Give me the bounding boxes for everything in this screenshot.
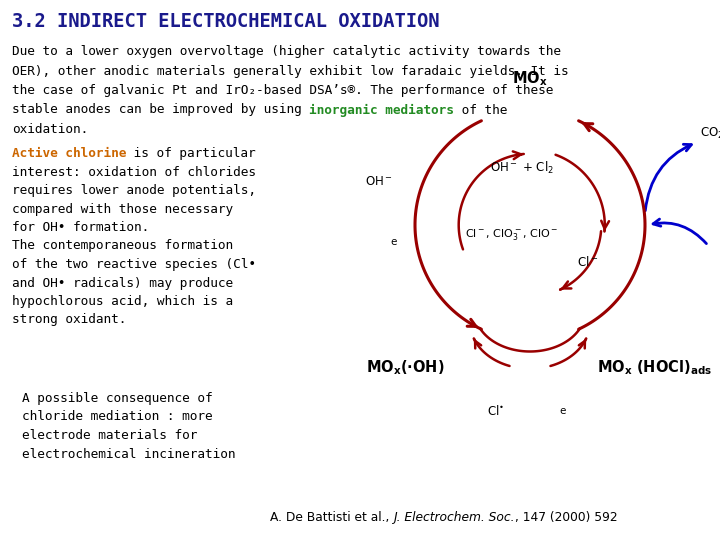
Text: Cl$^-$, ClO$_3^-$, ClO$^-$: Cl$^-$, ClO$_3^-$, ClO$^-$ xyxy=(465,227,559,242)
Text: 3.2 INDIRECT ELECTROCHEMICAL OXIDATION: 3.2 INDIRECT ELECTROCHEMICAL OXIDATION xyxy=(12,12,439,31)
Text: , 147 (2000) 592: , 147 (2000) 592 xyxy=(515,511,617,524)
Text: J. Electrochem. Soc.: J. Electrochem. Soc. xyxy=(393,511,515,524)
Text: $\mathbf{MO_x}$ $\mathbf{(HOCl)_{ads}}$: $\mathbf{MO_x}$ $\mathbf{(HOCl)_{ads}}$ xyxy=(598,358,713,377)
Text: chloride mediation : more: chloride mediation : more xyxy=(22,410,212,423)
Text: CO$_2$ + H$_2$O + Cl$^-$: CO$_2$ + H$_2$O + Cl$^-$ xyxy=(701,125,720,141)
Text: electrochemical incineration: electrochemical incineration xyxy=(22,448,235,461)
Text: inorganic mediators: inorganic mediators xyxy=(310,104,454,117)
Text: OER), other anodic materials generally exhibit low faradaic yields. It is: OER), other anodic materials generally e… xyxy=(12,64,569,78)
Text: A. De Battisti et al.,: A. De Battisti et al., xyxy=(270,511,393,524)
Text: requires lower anode potentials,: requires lower anode potentials, xyxy=(12,184,256,197)
Text: Cl$^-$: Cl$^-$ xyxy=(577,255,598,269)
Text: stable anodes can be improved by using: stable anodes can be improved by using xyxy=(12,104,310,117)
Text: The contemporaneous formation: The contemporaneous formation xyxy=(12,240,233,253)
Text: Due to a lower oxygen overvoltage (higher catalytic activity towards the: Due to a lower oxygen overvoltage (highe… xyxy=(12,45,561,58)
Text: A possible consequence of: A possible consequence of xyxy=(22,392,212,405)
Text: the case of galvanic Pt and IrO₂-based DSA’s®. The performance of these: the case of galvanic Pt and IrO₂-based D… xyxy=(12,84,554,97)
Text: of the two reactive species (Cl•: of the two reactive species (Cl• xyxy=(12,258,256,271)
Text: e: e xyxy=(391,237,397,247)
Text: oxidation.: oxidation. xyxy=(12,123,89,136)
Text: OH$^-$ + Cl$_2$: OH$^-$ + Cl$_2$ xyxy=(490,159,554,176)
Text: is of particular: is of particular xyxy=(127,147,256,160)
FancyArrowPatch shape xyxy=(645,144,691,211)
Text: for OH• formation.: for OH• formation. xyxy=(12,221,149,234)
Text: Active chlorine: Active chlorine xyxy=(12,147,127,160)
Text: and OH• radicals) may produce: and OH• radicals) may produce xyxy=(12,276,233,289)
Text: $\mathbf{MO_x(\cdot OH)}$: $\mathbf{MO_x(\cdot OH)}$ xyxy=(366,358,444,377)
Text: strong oxidant.: strong oxidant. xyxy=(12,314,127,327)
Text: $\mathbf{MO_x}$: $\mathbf{MO_x}$ xyxy=(512,69,548,88)
Text: Cl$^{•}$: Cl$^{•}$ xyxy=(487,404,504,418)
Text: e: e xyxy=(559,406,565,416)
Text: interest: oxidation of chlorides: interest: oxidation of chlorides xyxy=(12,165,256,179)
Text: electrode materials for: electrode materials for xyxy=(22,429,197,442)
Text: of the: of the xyxy=(454,104,508,117)
Text: compared with those necessary: compared with those necessary xyxy=(12,202,233,215)
Text: OH$^-$: OH$^-$ xyxy=(365,175,393,188)
FancyArrowPatch shape xyxy=(653,219,706,244)
Text: hypochlorous acid, which is a: hypochlorous acid, which is a xyxy=(12,295,233,308)
